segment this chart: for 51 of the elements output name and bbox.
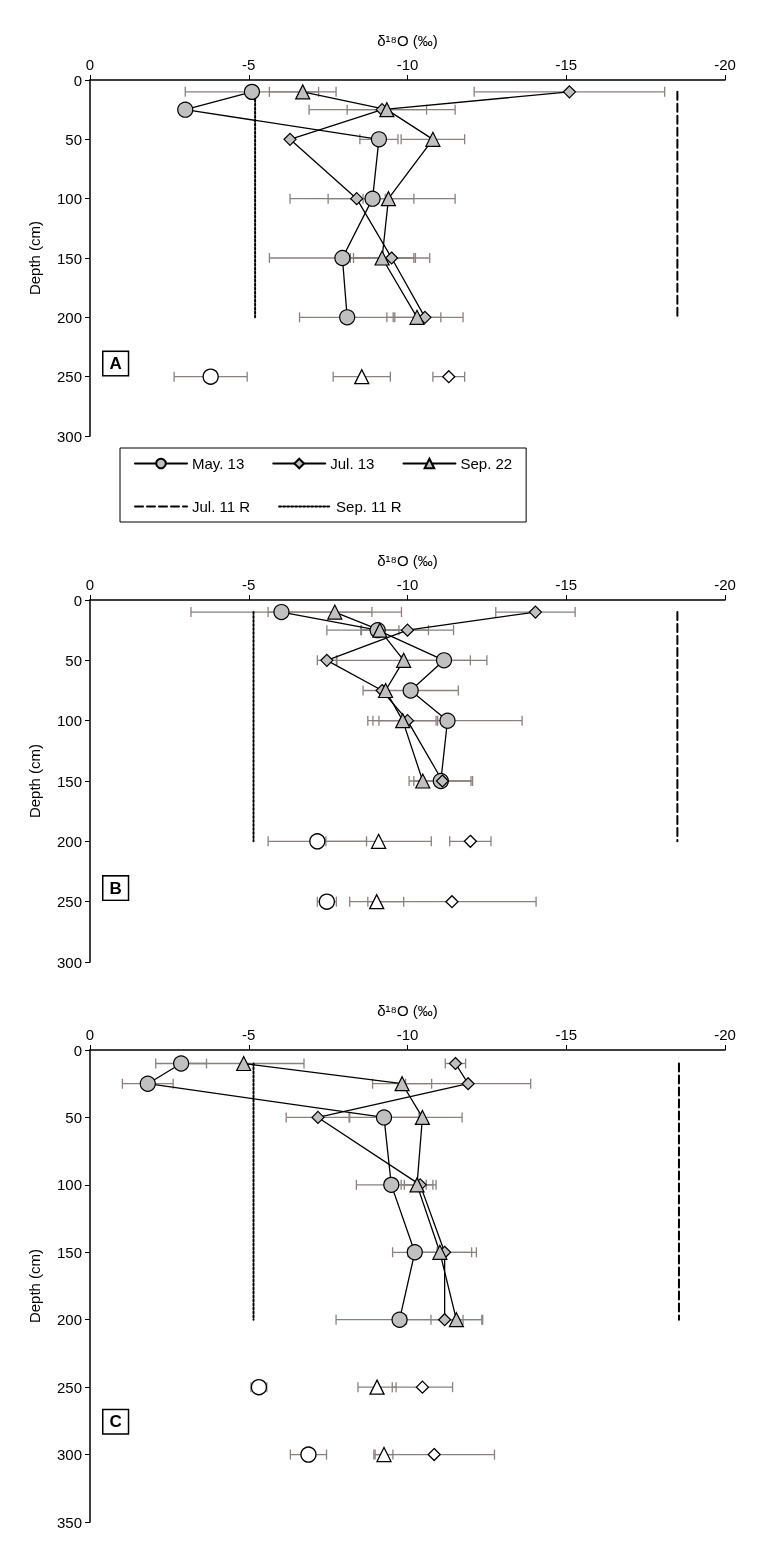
- y-tick-label: 250: [56, 368, 82, 386]
- y-tick-label: 250: [56, 1378, 82, 1396]
- y-axis-title: Depth (cm): [26, 220, 43, 296]
- legend-label: Sep. 11 R: [336, 498, 402, 515]
- y-tick-label: 350: [56, 1513, 82, 1531]
- y-tick-label: 150: [56, 772, 82, 790]
- annotation: B: [109, 878, 122, 898]
- y-tick-label: 0: [73, 71, 82, 89]
- x-axis-title: δ¹⁸O (‰): [377, 552, 438, 569]
- x-tick-label: -15: [555, 576, 578, 593]
- x-tick-label: 0: [85, 576, 95, 593]
- x-tick-label: -20: [714, 56, 736, 73]
- x-tick-label: -15: [555, 1026, 578, 1043]
- x-tick-label: -5: [242, 1026, 256, 1043]
- x-tick-label: -10: [396, 56, 419, 73]
- x-tick-label: -5: [242, 56, 256, 73]
- y-tick-label: 100: [56, 1176, 82, 1194]
- y-tick-label: 0: [73, 1041, 82, 1059]
- y-tick-label: 300: [56, 953, 82, 971]
- y-tick-label: 0: [73, 591, 82, 609]
- annotation: C: [109, 1412, 122, 1432]
- x-tick-label: 0: [85, 1026, 95, 1043]
- y-tick-label: 50: [65, 651, 82, 669]
- x-tick-label: 0: [85, 56, 95, 73]
- x-tick-label: -20: [714, 576, 736, 593]
- x-tick-label: -20: [714, 1026, 736, 1043]
- legend-label: Jul. 13: [330, 455, 375, 472]
- legend-label: May. 13: [192, 455, 245, 472]
- y-tick-label: 50: [65, 130, 82, 148]
- y-tick-label: 50: [65, 1108, 82, 1126]
- y-axis-title: Depth (cm): [26, 1248, 43, 1324]
- x-tick-label: -10: [396, 576, 419, 593]
- y-tick-label: 150: [56, 1243, 82, 1261]
- y-tick-label: 100: [56, 190, 82, 208]
- y-tick-label: 300: [56, 427, 82, 445]
- legend-label: Sep. 22: [460, 455, 513, 472]
- y-tick-label: 100: [56, 712, 82, 730]
- x-axis-title: δ¹⁸O (‰): [377, 32, 438, 49]
- y-tick-label: 300: [56, 1446, 82, 1464]
- y-tick-label: 200: [56, 1311, 82, 1329]
- x-axis-title: δ¹⁸O (‰): [377, 1002, 438, 1019]
- x-tick-label: -15: [555, 56, 578, 73]
- y-tick-label: 250: [56, 893, 82, 911]
- y-axis-title: Depth (cm): [26, 743, 43, 819]
- x-tick-label: -10: [396, 1026, 419, 1043]
- x-tick-label: -5: [242, 576, 256, 593]
- y-tick-label: 200: [56, 832, 82, 850]
- y-tick-label: 200: [56, 308, 82, 326]
- y-tick-label: 150: [56, 249, 82, 267]
- legend-label: Jul. 11 R: [192, 498, 251, 515]
- annotation: A: [109, 354, 122, 374]
